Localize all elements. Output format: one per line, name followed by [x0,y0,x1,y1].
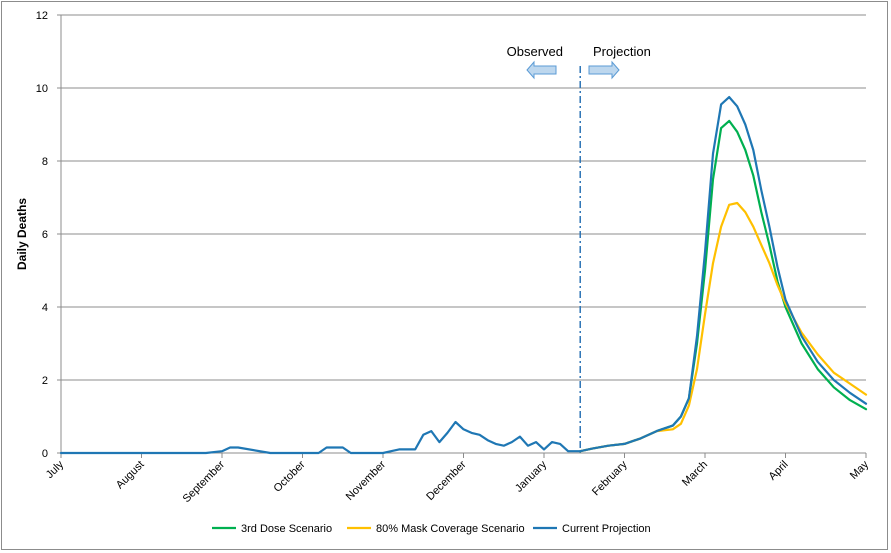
y-tick-label: 2 [42,375,48,387]
observed-label: Observed [507,44,563,59]
x-tick-label: March [680,459,710,489]
x-tick-label: May [848,458,872,482]
legend-label: 3rd Dose Scenario [241,523,332,535]
projection-arrow-icon [588,60,620,80]
axes [57,14,867,458]
y-tick-label: 12 [36,10,48,22]
projection-label: Projection [593,44,651,59]
series-lines [59,96,868,455]
y-tick-label: 0 [42,448,48,460]
series-line-0 [579,119,868,453]
x-tick-label: July [44,458,67,481]
y-tick-label: 6 [42,229,48,241]
legend-label: Current Projection [562,523,651,535]
x-tick-label: December [424,458,469,503]
x-tick-label: August [114,459,147,492]
series-line-2 [59,96,868,455]
y-tick-label: 4 [42,302,48,314]
x-tick-label: November [344,458,389,503]
legend: 3rd Dose Scenario 80% Mask Coverage Scena… [212,523,651,535]
x-tick-label: February [590,458,630,498]
y-tick-label: 10 [36,83,48,95]
annotations: Observed Projection [507,44,651,80]
gridlines [61,14,866,381]
x-tick-label: April [767,459,791,483]
x-tick-label: September [181,458,228,505]
y-axis-title: Daily Deaths [15,198,29,270]
x-tick-label: October [271,458,307,494]
series-line-1 [579,201,868,453]
legend-label: 80% Mask Coverage Scenario [376,523,525,535]
y-tick-label: 8 [42,156,48,168]
tick-labels: 0 2 4 6 8 10 12 July August September October Novem… [36,10,872,505]
observed-arrow-icon [526,60,557,80]
x-tick-label: January [513,458,550,495]
